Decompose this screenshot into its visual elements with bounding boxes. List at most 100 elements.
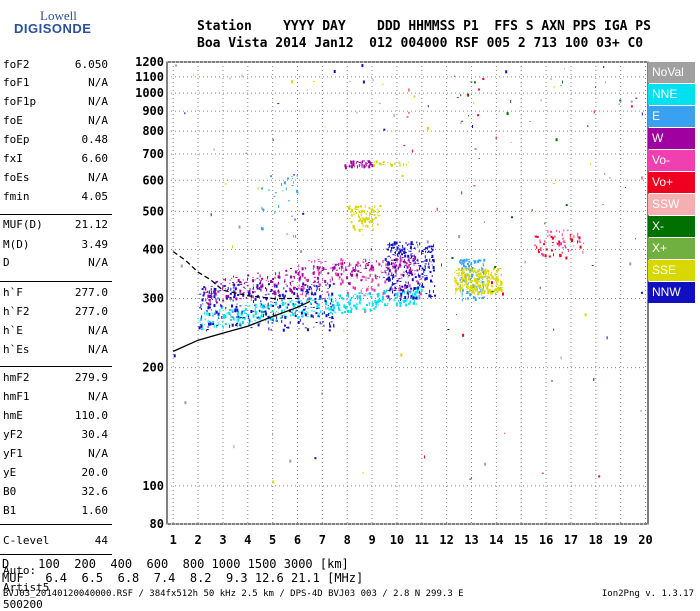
echo-point (232, 282, 234, 284)
echo-point (462, 263, 465, 266)
echo-point (417, 292, 420, 293)
echo-point (259, 303, 262, 305)
echo-point (377, 293, 378, 297)
echo-point (329, 302, 331, 305)
echo-point (276, 284, 278, 287)
echo-point (217, 322, 219, 325)
echo-point (472, 284, 474, 288)
echo-point (393, 243, 396, 246)
echo-point (367, 293, 369, 296)
echo-point (467, 277, 470, 281)
echo-point (411, 273, 414, 276)
echo-point (465, 274, 468, 276)
echo-point (413, 277, 415, 280)
echo-point (236, 284, 238, 286)
echo-point (374, 289, 376, 291)
echo-point (477, 260, 480, 264)
echo-point (402, 260, 405, 263)
echo-point (412, 258, 415, 260)
echo-point (392, 290, 395, 291)
echo-point (417, 260, 419, 262)
echo-point (460, 286, 463, 289)
echo-point (207, 306, 210, 310)
echo-point (294, 314, 297, 317)
echo-point (324, 280, 327, 283)
echo-point (310, 288, 312, 290)
echo-point (379, 299, 382, 302)
echo-point (356, 269, 358, 271)
echo-point (554, 249, 556, 251)
echo-point (350, 210, 352, 213)
echo-point (421, 273, 424, 276)
echo-point (360, 213, 362, 217)
echo-point (296, 292, 298, 296)
echo-point (500, 282, 503, 285)
echo-point (295, 309, 297, 312)
echo-point (459, 288, 461, 292)
echo-point (455, 279, 458, 281)
echo-point (400, 353, 403, 357)
echo-point (407, 258, 409, 262)
echo-point (385, 248, 387, 250)
echo-point (246, 313, 248, 317)
echo-point (206, 302, 208, 304)
echo-point (252, 279, 254, 283)
echo-point (236, 321, 238, 323)
echo-point (297, 200, 299, 202)
echo-point (427, 251, 428, 253)
echo-point (388, 299, 390, 302)
echo-point (404, 254, 407, 258)
y-tick-label: 80 (150, 517, 164, 531)
echo-point (312, 265, 314, 267)
echo-point (315, 285, 318, 288)
echo-point (476, 281, 479, 285)
echo-point (485, 286, 487, 290)
echo-point (280, 313, 282, 316)
echo-point (500, 288, 503, 292)
echo-point (316, 308, 319, 310)
x-tick-label: 18 (589, 533, 603, 547)
echo-point (361, 166, 364, 168)
echo-point (349, 298, 352, 301)
echo-point (238, 225, 241, 229)
echo-point (330, 306, 333, 308)
echo-point (291, 176, 293, 177)
echo-point (328, 317, 331, 319)
echo-point (403, 145, 406, 147)
echo-point (307, 311, 309, 313)
echo-point (481, 275, 484, 279)
echo-point (410, 272, 413, 274)
echo-point (381, 301, 383, 303)
echo-point (363, 294, 365, 297)
echo-point (228, 323, 230, 325)
echo-point (332, 266, 335, 270)
echo-point (407, 275, 409, 278)
echo-point (366, 263, 369, 265)
echo-point (304, 284, 307, 286)
echo-point (568, 249, 569, 252)
echo-point (212, 290, 215, 294)
y-tick-label: 100 (142, 479, 164, 493)
echo-point (458, 235, 461, 239)
echo-point (307, 89, 308, 91)
echo-point (348, 282, 349, 285)
echo-point (541, 472, 544, 474)
echo-point (277, 295, 280, 297)
echo-point (390, 162, 392, 166)
echo-point (201, 328, 204, 331)
echo-point (584, 313, 587, 317)
echo-point (342, 298, 345, 300)
echo-point (351, 273, 353, 277)
echo-point (393, 273, 394, 276)
echo-point (384, 299, 386, 301)
echo-point (236, 307, 238, 310)
echo-point (496, 290, 498, 292)
echo-point (547, 235, 549, 238)
param-value: N/A (88, 95, 108, 108)
footer-muf-row: MUF 6.4 6.5 6.8 7.4 8.2 9.3 12.6 21.1 [M… (2, 571, 364, 585)
echo-point (421, 261, 423, 263)
echo-point (556, 229, 558, 232)
echo-point (309, 302, 311, 304)
echo-point (312, 315, 314, 319)
echo-point (391, 272, 393, 276)
